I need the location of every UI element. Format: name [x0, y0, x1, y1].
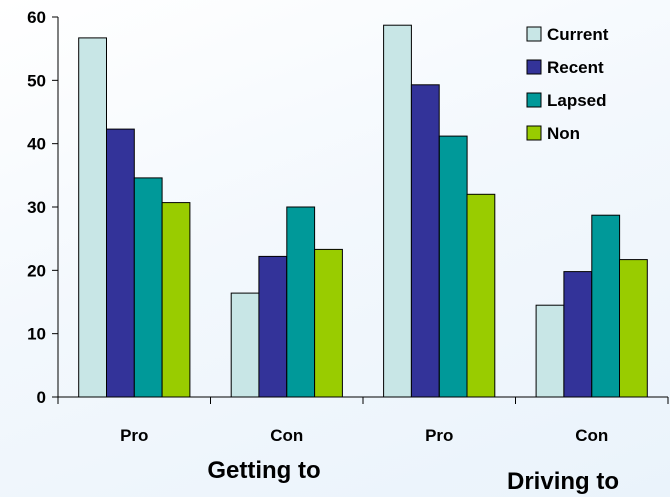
bars-layer: [78, 24, 648, 398]
legend-label-non: Non: [547, 124, 580, 143]
bar-recent-1: [258, 255, 288, 398]
bar-current-1: [230, 292, 260, 398]
bar-lapsed-0: [133, 177, 163, 398]
legend-label-current: Current: [547, 25, 609, 44]
bar-non-3: [619, 259, 648, 398]
bar-current-0: [78, 37, 107, 398]
group-label: Getting to: [207, 457, 320, 484]
bar-recent-2: [410, 84, 440, 398]
group-label: Driving to: [507, 468, 619, 495]
x-category-label: Pro: [120, 426, 148, 445]
legend-label-lapsed: Lapsed: [547, 91, 607, 110]
axes-layer: 0 10 20 30 40 50 60: [27, 8, 669, 407]
x-category-label: Pro: [425, 426, 453, 445]
legend-label-recent: Recent: [547, 58, 604, 77]
bar-non-0: [161, 202, 191, 398]
y-tick-label: 30: [27, 198, 46, 217]
y-tick-label: 50: [27, 71, 46, 90]
y-tick-label: 40: [27, 135, 46, 154]
bar-current-3: [535, 304, 565, 398]
bar-non-2: [466, 193, 496, 398]
x-category-label: Con: [575, 426, 608, 445]
y-tick-label: 60: [27, 8, 46, 27]
bar-recent-0: [106, 128, 135, 398]
legend-swatch-non: [526, 125, 542, 141]
bar-recent-3: [563, 271, 593, 398]
legend-swatch-lapsed: [526, 92, 542, 108]
y-tick-label: 10: [27, 325, 46, 344]
y-tick-label: 20: [27, 261, 46, 280]
legend-swatch-recent: [526, 59, 542, 75]
bar-lapsed-2: [438, 135, 468, 398]
labels-layer: Pro Con Pro Con Getting to Driving to: [120, 426, 619, 495]
legend-swatch-current: [526, 26, 542, 42]
x-category-label: Con: [270, 426, 303, 445]
bar-current-2: [383, 24, 412, 398]
bar-non-1: [314, 248, 343, 398]
bar-lapsed-1: [286, 206, 316, 398]
bar-lapsed-3: [591, 214, 621, 398]
legend: Current Recent Lapsed Non: [526, 25, 609, 143]
y-tick-label: 0: [37, 388, 46, 407]
